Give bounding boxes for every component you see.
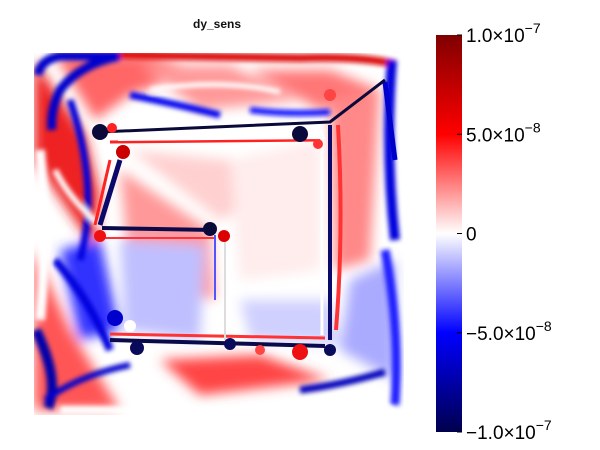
heatmap-structure-edges [93, 78, 398, 348]
colorbar-tick-label: 0 [466, 225, 477, 246]
colorbar-tick-label: −1.0×10−7 [466, 417, 552, 444]
heatmap-hotspots [92, 89, 336, 360]
colorbar-tick-label: 1.0×10−7 [466, 20, 541, 47]
colorbar-ticks: 1.0×10−7 5.0×10−8 0 −5.0×10−8 −1.0×10−7 [457, 20, 552, 444]
heatmap-broad-regions [34, 55, 395, 410]
heatmap-border-bands [34, 53, 401, 415]
heatmap [34, 53, 404, 415]
chart-title: dy_sens [193, 17, 241, 31]
colorbar-tick-label: 5.0×10−8 [466, 119, 541, 146]
colorbar-tick-label: −5.0×10−8 [466, 318, 552, 345]
